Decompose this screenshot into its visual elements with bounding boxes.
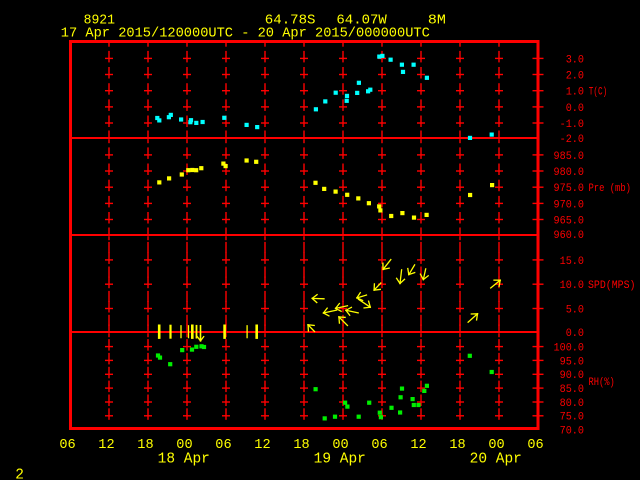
svg-text:85.0: 85.0 [560,384,584,396]
svg-text:06: 06 [215,438,231,453]
svg-text:64.07W: 64.07W [336,14,387,29]
svg-text:2: 2 [15,467,24,480]
svg-text:00: 00 [488,438,504,453]
svg-text:SPD(MPS): SPD(MPS) [588,280,636,292]
svg-text:965.0: 965.0 [554,215,585,227]
svg-text:06: 06 [527,438,543,453]
svg-text:975.0: 975.0 [554,183,585,195]
svg-text:12: 12 [254,438,270,453]
svg-text:18: 18 [137,438,153,453]
svg-text:70.0: 70.0 [560,425,584,437]
svg-text:0.0: 0.0 [566,103,584,115]
svg-text:80.0: 80.0 [560,398,584,410]
svg-text:17 Apr 2015/120000UTC - 20 Apr: 17 Apr 2015/120000UTC - 20 Apr 2015/0000… [61,26,430,41]
svg-text:RH(%): RH(%) [589,377,615,389]
svg-text:-1.0: -1.0 [560,119,584,131]
svg-text:12: 12 [98,438,114,453]
svg-text:90.0: 90.0 [560,370,584,382]
svg-text:8921: 8921 [84,14,115,29]
svg-text:960.0: 960.0 [554,230,585,242]
svg-text:10.0: 10.0 [560,280,584,292]
svg-text:18: 18 [449,438,465,453]
svg-text:06: 06 [59,438,75,453]
svg-text:0.0: 0.0 [566,328,584,340]
svg-text:5.0: 5.0 [566,304,584,316]
svg-text:985.0: 985.0 [554,151,585,163]
svg-text:00: 00 [332,438,348,453]
svg-text:8M: 8M [428,14,446,29]
svg-text:19 Apr: 19 Apr [314,452,366,468]
svg-text:1.0: 1.0 [566,87,584,99]
svg-text:15.0: 15.0 [560,256,584,268]
svg-text:100.0: 100.0 [554,343,585,355]
svg-text:18: 18 [293,438,309,453]
svg-text:970.0: 970.0 [554,199,585,211]
svg-text:-2.0: -2.0 [560,134,584,146]
svg-text:06: 06 [371,438,387,453]
svg-text:00: 00 [176,438,192,453]
svg-text:980.0: 980.0 [554,167,585,179]
svg-text:75.0: 75.0 [560,412,584,424]
svg-text:Pre (mb): Pre (mb) [589,183,632,195]
svg-text:T(C): T(C) [589,87,608,99]
svg-text:95.0: 95.0 [560,356,584,368]
svg-text:12: 12 [410,438,426,453]
svg-text:3.0: 3.0 [566,54,584,66]
svg-text:2.0: 2.0 [566,70,584,82]
svg-text:18 Apr: 18 Apr [158,452,210,468]
svg-text:64.78S: 64.78S [265,14,316,29]
svg-text:20 Apr: 20 Apr [470,452,522,468]
